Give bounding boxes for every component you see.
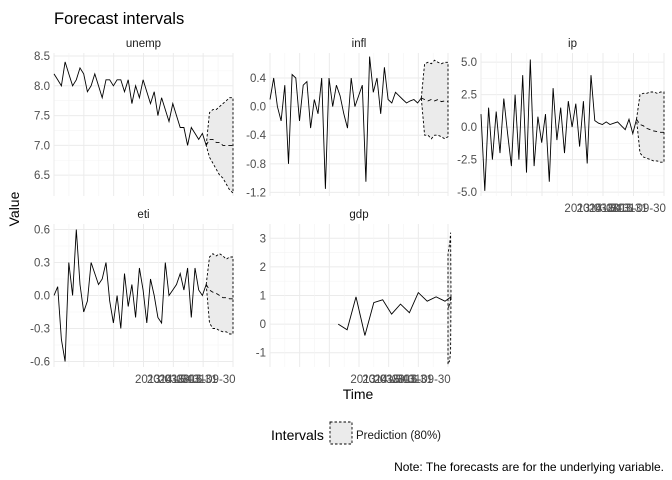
- x-tick-label: 2016-09-30: [177, 374, 236, 386]
- y-tick-label: 3: [260, 233, 266, 245]
- panel-title-infl: infl: [352, 38, 367, 50]
- y-tick-label: 0.0: [34, 291, 50, 303]
- forecast-line-ip: [636, 119, 664, 133]
- panel-title-ip: ip: [568, 38, 577, 50]
- y-tick-label: -5.0: [457, 187, 477, 199]
- grid-unemp: [53, 53, 234, 196]
- panel-unemp: unemp 6.5 7.0 7.5 8.0 8.5: [34, 38, 234, 196]
- prediction-band-ip: [636, 91, 665, 163]
- y-tick-label: 1: [260, 291, 266, 303]
- panel-ip: ip -5.0 -2.5 0.0 2.5 5.0 2013-03-312014-03-312…: [457, 38, 666, 215]
- forecast-line-unemp: [205, 138, 233, 146]
- forecast-line-gdp: [447, 296, 452, 310]
- x-tick-label: 2013-03-31: [135, 374, 194, 386]
- panel-title-eti: eti: [137, 209, 149, 221]
- chart-title: Forecast intervals: [54, 10, 184, 28]
- x-axis-label: Time: [343, 386, 374, 402]
- prediction-band-eti: [205, 253, 234, 335]
- y-tick-label: -1.2: [246, 187, 266, 199]
- y-tick-label: 6.5: [34, 170, 50, 182]
- y-tick-label: 2: [260, 262, 266, 274]
- prediction-band-unemp: [205, 97, 234, 194]
- y-tick-label: 8.5: [34, 51, 50, 63]
- grid-gdp: [269, 224, 449, 367]
- history-line-infl: [269, 56, 422, 189]
- panel-eti: eti -0.6 -0.3 0.0 0.3 0.6 2013-03-312014-03-31…: [30, 209, 235, 386]
- y-tick-label: -0.8: [246, 159, 266, 171]
- y-tick-label: 0.0: [250, 102, 266, 114]
- x-tick-label: 2015-03-31: [374, 374, 433, 386]
- grid-infl: [269, 53, 449, 196]
- y-tick-label: -2.5: [457, 155, 477, 167]
- y-tick-label: -0.4: [246, 130, 266, 142]
- forecast-line-eti: [205, 284, 233, 300]
- panel-infl: infl -1.2 -0.8 -0.4 0.0 0.4: [246, 38, 449, 199]
- legend-entry-prediction: Prediction (80%): [356, 430, 441, 442]
- history-line-unemp: [53, 61, 207, 146]
- x-tick-label: 2015-03-31: [159, 374, 218, 386]
- y-tick-label: 0: [260, 319, 266, 331]
- y-tick-label: 8.0: [34, 81, 50, 93]
- x-tick-label: 2016-09-30: [607, 203, 666, 215]
- legend-title: Intervals: [271, 427, 324, 443]
- y-tick-label: 0.6: [34, 225, 50, 237]
- x-tick-label: 2014-03-31: [577, 203, 636, 215]
- x-tick-label: 2015-03-31: [589, 203, 648, 215]
- prediction-band-infl: [420, 59, 449, 140]
- facet-panels: unemp 6.5 7.0 7.5 8.0 8.5 infl -1.2 -0.8 -0.4 0.0 0…: [30, 38, 666, 386]
- y-tick-label: 2.5: [461, 90, 477, 102]
- y-tick-label: 7.0: [34, 140, 50, 152]
- y-tick-label: -0.3: [30, 324, 50, 336]
- y-tick-label: 0.3: [34, 258, 50, 270]
- x-tick-label: 2014-03-31: [362, 374, 421, 386]
- panel-title-gdp: gdp: [349, 209, 368, 221]
- forecast-line-infl: [421, 97, 449, 103]
- x-tick-label: 2013-03-31: [564, 203, 623, 215]
- history-line-eti: [53, 229, 207, 362]
- x-tick-label: 2013-03-31: [350, 374, 409, 386]
- y-tick-label: -1: [256, 348, 266, 360]
- x-tick-label: 2016-09-30: [392, 374, 451, 386]
- y-tick-label: -0.6: [30, 357, 50, 369]
- y-tick-label: 5.0: [461, 57, 477, 69]
- history-line-ip: [480, 59, 637, 191]
- legend: Intervals Prediction (80%): [271, 421, 441, 445]
- y-tick-label: 0.0: [461, 122, 477, 134]
- y-axis-label: Value: [6, 191, 22, 226]
- y-tick-label: 7.5: [34, 111, 50, 123]
- panel-gdp: gdp -1 0 1 2 3 2013-03-312014-03-312015-03-312…: [256, 209, 452, 386]
- panel-title-unemp: unemp: [126, 38, 161, 50]
- x-tick-label: 2014-03-31: [147, 374, 206, 386]
- legend-key-prediction: [329, 421, 353, 445]
- y-tick-label: 0.4: [250, 73, 267, 85]
- history-line-gdp: [337, 291, 452, 336]
- chart-caption: Note: The forecasts are for the underlyi…: [394, 460, 664, 474]
